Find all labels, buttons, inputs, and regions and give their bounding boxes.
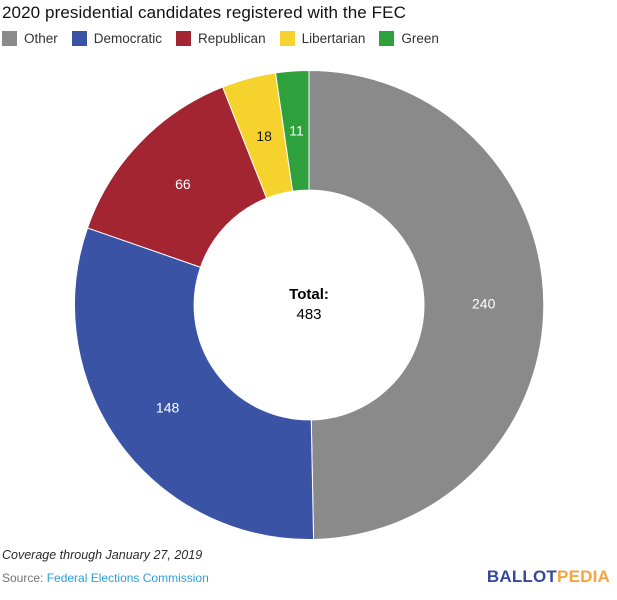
legend-item-republican[interactable]: Republican: [176, 31, 266, 46]
source-label: Source:: [2, 571, 44, 585]
donut-slice-green[interactable]: [274, 70, 310, 192]
legend-label-other: Other: [24, 31, 58, 46]
legend-label-green: Green: [401, 31, 439, 46]
coverage-note: Coverage through January 27, 2019: [2, 548, 203, 562]
chart-title: 2020 presidential candidates registered …: [2, 3, 406, 22]
legend-swatch-republican: [176, 31, 192, 46]
legend: Other Democratic Republican Libertarian …: [2, 31, 453, 46]
legend-item-democratic[interactable]: Democratic: [71, 31, 163, 46]
legend-label-democratic: Democratic: [93, 31, 163, 46]
legend-swatch-green: [379, 31, 395, 46]
legend-label-republican: Republican: [198, 31, 266, 46]
slice-value-label-democratic: 148: [156, 400, 180, 416]
donut-chart: 240 148 66 18 11: [74, 70, 544, 540]
legend-swatch-democratic: [71, 31, 87, 46]
legend-swatch-other: [2, 31, 17, 46]
legend-label-libertarian: Libertarian: [301, 31, 366, 46]
slice-value-label-other: 240: [472, 295, 496, 311]
slice-value-label-republican: 66: [175, 176, 191, 192]
legend-item-libertarian[interactable]: Libertarian: [279, 31, 366, 46]
donut-slice-democratic[interactable]: [74, 227, 315, 540]
donut-slice-other[interactable]: [308, 70, 544, 540]
legend-item-other[interactable]: Other: [2, 31, 58, 46]
legend-swatch-libertarian: [279, 31, 295, 46]
logo-ballot-text: BALLOT: [486, 567, 558, 586]
source-link[interactable]: Federal Elections Commission: [46, 571, 209, 585]
slice-value-label-libertarian: 18: [256, 128, 272, 144]
slice-value-label-green: 11: [289, 123, 304, 139]
source-line: Source: Federal Elections Commission: [2, 571, 209, 585]
ballotpedia-logo: BALLOTPEDIA: [487, 567, 610, 587]
legend-item-green[interactable]: Green: [379, 31, 439, 46]
logo-pedia-text: PEDIA: [557, 567, 610, 586]
